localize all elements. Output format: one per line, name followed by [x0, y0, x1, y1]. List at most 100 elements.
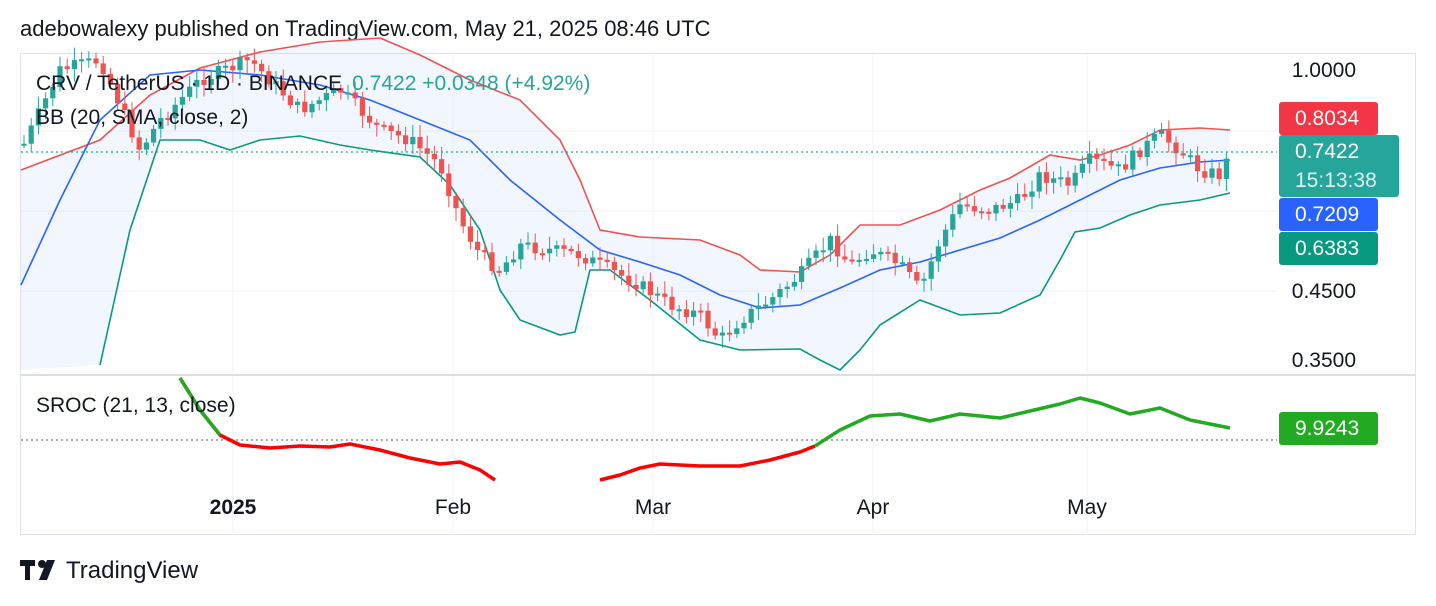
time-axis-label: Feb — [434, 496, 472, 519]
time-axis-label: Mar — [634, 496, 672, 519]
candle-body — [57, 66, 63, 87]
candle-body — [1007, 203, 1013, 209]
candle-body — [424, 148, 430, 154]
candle-body — [604, 259, 610, 263]
candle-body — [1151, 133, 1157, 141]
publish-header: adebowalexy published on TradingView.com… — [20, 16, 711, 41]
candle-body — [100, 63, 106, 74]
sroc-legend[interactable]: SROC (21, 13, close) — [36, 394, 236, 417]
sroc-negative-segment — [599, 444, 816, 482]
candle-body — [511, 259, 517, 263]
candle-body — [1223, 158, 1229, 179]
sroc-positive-segment — [178, 377, 222, 437]
candle-body — [1036, 172, 1042, 192]
symbol-label: CRV / TetherUS · 1D · BINANCE — [36, 72, 343, 95]
candle-body — [971, 206, 977, 212]
candle-body — [331, 88, 337, 94]
candle-body — [1216, 168, 1222, 179]
candle-body — [885, 251, 891, 254]
brand-name: TradingView — [66, 557, 199, 584]
candle-body — [129, 109, 135, 138]
symbol-legend[interactable]: CRV / TetherUS · 1D · BINANCE 0.7422 +0.0… — [36, 72, 590, 96]
candle-body — [489, 252, 495, 271]
candle-body — [482, 250, 488, 253]
candle-body — [208, 78, 214, 85]
candle-body — [986, 211, 992, 214]
candle-body — [878, 251, 884, 255]
candle-body — [395, 130, 401, 136]
candle-body — [626, 275, 632, 285]
candle-body — [1137, 150, 1143, 157]
candle-body — [611, 262, 617, 271]
candle-body — [849, 259, 855, 262]
last-price-tag: 0.7422 15:13:38 — [1279, 135, 1399, 197]
candle-body — [251, 60, 257, 64]
candle-body — [367, 115, 373, 123]
candle-body — [1094, 153, 1100, 159]
candle-body — [143, 142, 149, 150]
candlestick-series — [21, 47, 1229, 348]
candle-body — [914, 272, 920, 281]
candle-body — [280, 81, 286, 96]
bollinger-legend[interactable]: BB (20, SMA, close, 2) — [36, 106, 249, 129]
candle-body — [1130, 150, 1136, 170]
candle-body — [755, 305, 761, 309]
tradingview-brand[interactable]: TradingView — [20, 557, 198, 588]
candle-body — [899, 262, 905, 265]
candle-body — [856, 259, 862, 262]
time-axis-label: May — [1067, 496, 1107, 519]
candle-body — [748, 308, 754, 323]
candle-body — [431, 153, 437, 160]
candle-body — [561, 245, 567, 249]
candle-body — [957, 204, 963, 215]
sroc-line — [178, 377, 1231, 482]
last-price-tag-value: 0.7422 — [1295, 140, 1360, 163]
price-axis-label: 1.0000 — [1291, 59, 1356, 82]
candle-body — [43, 98, 49, 109]
candle-body — [316, 100, 322, 104]
candle-body — [907, 262, 913, 273]
bollinger-upper-line — [20, 37, 1231, 273]
candle-body — [568, 248, 574, 252]
candle-body — [79, 59, 85, 62]
candle-body — [1015, 194, 1021, 204]
candle-body — [359, 98, 365, 116]
candle-body — [1072, 172, 1078, 186]
candle-body — [892, 252, 898, 264]
candle-body — [194, 79, 200, 87]
bb-upper-tag: 0.8034 — [1279, 102, 1378, 135]
candle-body — [158, 117, 164, 129]
candle-body — [827, 235, 833, 251]
candle-body — [583, 258, 589, 264]
candle-body — [122, 103, 128, 110]
candle-body — [388, 125, 394, 131]
candle-body — [1087, 153, 1093, 164]
candle-body — [590, 257, 596, 264]
candle-body — [950, 214, 956, 230]
candle-body — [215, 65, 221, 79]
candle-body — [439, 159, 445, 174]
candle-body — [928, 261, 934, 279]
candle-body — [943, 229, 949, 247]
candle-body — [295, 101, 301, 106]
candle-body — [741, 322, 747, 329]
candle-body — [107, 73, 113, 85]
candle-body — [323, 93, 329, 101]
candle-body — [201, 79, 207, 85]
time-axis-label: Apr — [856, 496, 890, 519]
candle-body — [352, 92, 358, 99]
candle-body — [244, 57, 250, 61]
candle-body — [1101, 158, 1107, 162]
candle-body — [619, 270, 625, 276]
candle-body — [719, 332, 725, 336]
candle-body — [763, 304, 769, 307]
candle-body — [410, 137, 416, 145]
candle-body — [979, 211, 985, 214]
candle-body — [230, 65, 236, 71]
tradingview-logo-icon — [20, 559, 60, 588]
candle-body — [539, 253, 545, 256]
candle-body — [453, 196, 459, 209]
candle-body — [1123, 164, 1129, 170]
candle-body — [223, 65, 229, 68]
